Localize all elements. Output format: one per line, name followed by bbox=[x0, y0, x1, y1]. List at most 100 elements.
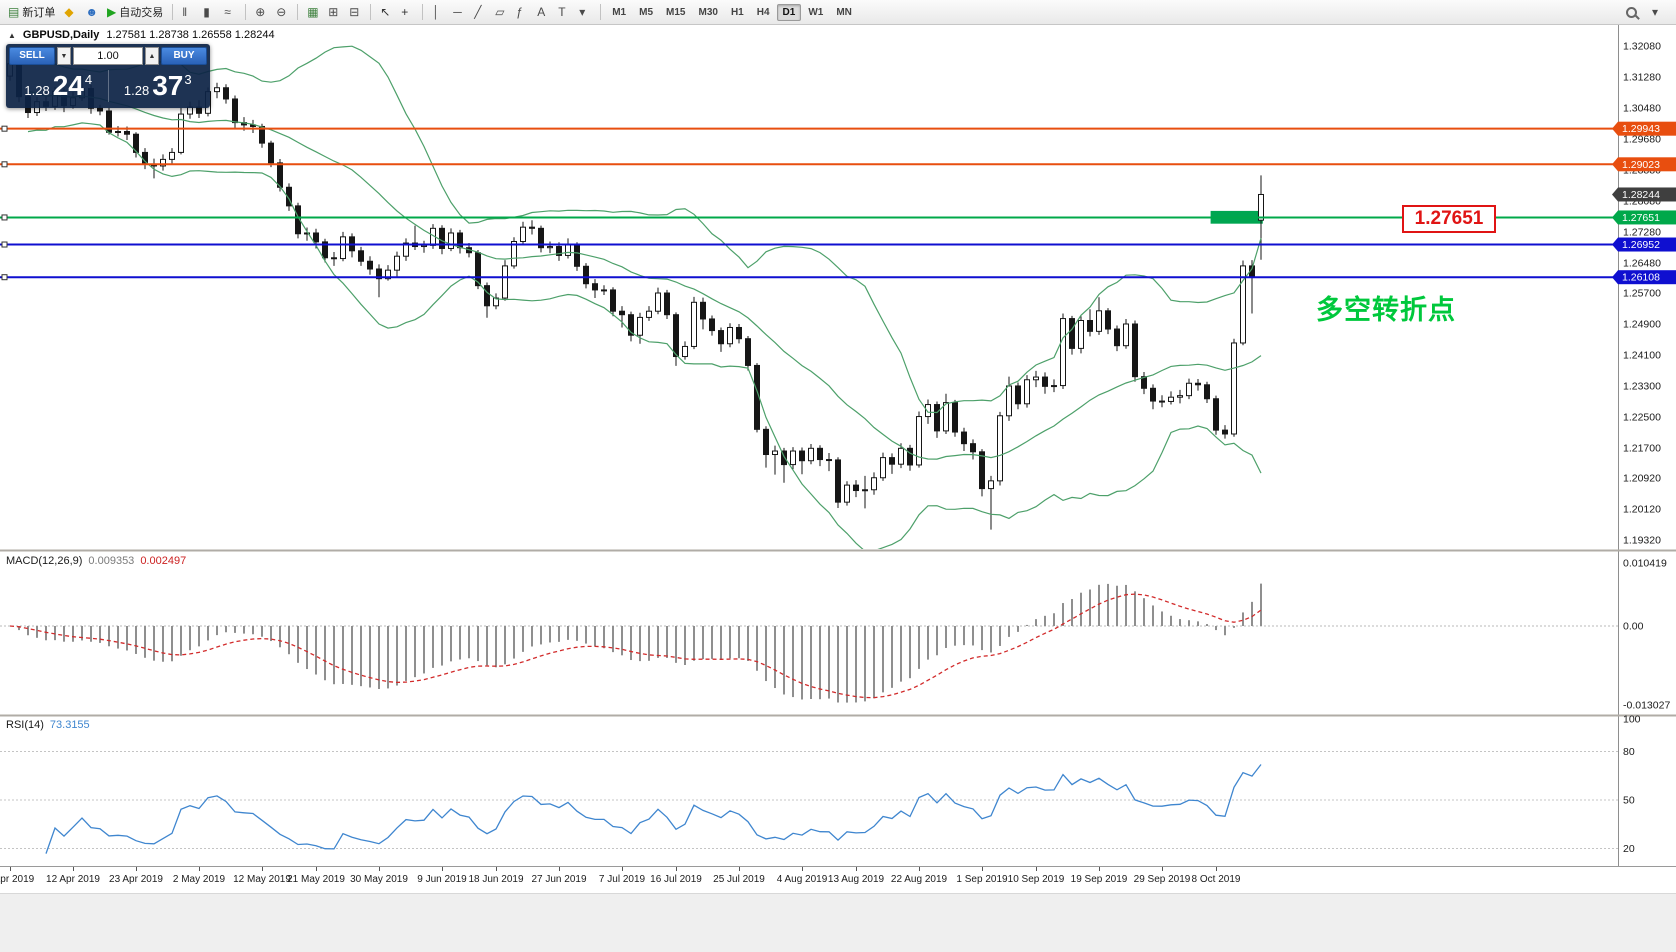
price-scale-label: 1.32080 bbox=[1623, 40, 1661, 52]
line-handle[interactable] bbox=[1, 274, 8, 281]
macd-signal-line bbox=[9, 593, 1262, 699]
shapes-dropdown-button[interactable]: ▾ bbox=[575, 2, 595, 22]
channel-button[interactable]: ▱ bbox=[491, 2, 511, 22]
timeframe-H1[interactable]: H1 bbox=[730, 6, 744, 18]
time-tick bbox=[136, 867, 137, 871]
timeframe-H4[interactable]: H4 bbox=[756, 6, 770, 18]
volume-decrease-button[interactable]: ▼ bbox=[57, 47, 71, 65]
line-handle[interactable] bbox=[1, 161, 8, 168]
turning-point-annotation[interactable]: 多空转折点 bbox=[1316, 295, 1456, 325]
timeframe-M1[interactable]: M1 bbox=[612, 6, 627, 18]
search-button[interactable] bbox=[1622, 2, 1642, 22]
date-label: 29 Sep 2019 bbox=[1133, 874, 1191, 885]
macd-label: MACD(12,26,9) bbox=[6, 555, 83, 567]
price-scale-label: 1.30480 bbox=[1623, 102, 1661, 114]
trendline-button[interactable]: ╱ bbox=[470, 2, 490, 22]
time-tick bbox=[496, 867, 497, 871]
bar-chart-type-button[interactable]: ‖ bbox=[178, 2, 198, 22]
chart-canvas[interactable]: 1.320801.312801.304801.296801.288801.280… bbox=[0, 25, 1676, 866]
new-chart-button-icon: ⊟ bbox=[349, 5, 360, 19]
time-tick bbox=[379, 867, 380, 871]
price-scale-label: 1.21700 bbox=[1623, 442, 1661, 454]
more-tools-button-icon: ▾ bbox=[1652, 5, 1659, 19]
sell-button[interactable]: SELL bbox=[9, 47, 55, 65]
date-label: 4 Aug 2019 bbox=[776, 874, 828, 885]
bar-chart-type-button-icon: ‖ bbox=[182, 5, 188, 19]
more-tools-button[interactable]: ▾ bbox=[1648, 2, 1668, 22]
rsi-scale-label: 50 bbox=[1623, 795, 1635, 807]
fibonacci-button[interactable]: ƒ bbox=[512, 2, 532, 22]
date-label: 2 May 2019 bbox=[172, 874, 226, 885]
toolbar-separator bbox=[245, 4, 247, 20]
chart-title: ▲ GBPUSD,Daily 1.27581 1.28738 1.26558 1… bbox=[8, 29, 275, 41]
buy-price-sup: 3 bbox=[184, 72, 192, 87]
svg-text:1.27651: 1.27651 bbox=[1622, 212, 1660, 224]
auto-trading-button[interactable]: ▶ 自动交易 bbox=[103, 2, 167, 22]
zoom-in-button[interactable]: ⊕ bbox=[251, 2, 271, 22]
date-label: 25 Jul 2019 bbox=[713, 874, 765, 885]
bollinger-lower bbox=[27, 122, 1262, 549]
profiles-button-icon: ☻ bbox=[85, 5, 98, 19]
candlestick-type-button[interactable]: ▮ bbox=[199, 2, 219, 22]
rsi-scale-label: 100 bbox=[1623, 714, 1641, 726]
metaeditor-button[interactable]: ◆ bbox=[60, 2, 80, 22]
line-handle[interactable] bbox=[1, 214, 8, 221]
timeframe-M5[interactable]: M5 bbox=[639, 6, 654, 18]
svg-text:1.26108: 1.26108 bbox=[1622, 272, 1660, 284]
price-scale-label: 1.20120 bbox=[1623, 504, 1661, 516]
time-tick bbox=[802, 867, 803, 871]
cursor-button[interactable]: ↖ bbox=[376, 2, 396, 22]
vertical-line-button[interactable]: │ bbox=[428, 2, 448, 22]
price-scale-label: 1.29680 bbox=[1623, 133, 1661, 145]
time-tick bbox=[10, 867, 11, 871]
time-tick bbox=[982, 867, 983, 871]
tile-windows-button[interactable]: ⊞ bbox=[324, 2, 344, 22]
collapse-trade-panel-icon[interactable]: ▲ bbox=[8, 30, 16, 40]
price-scale-label: 1.20920 bbox=[1623, 473, 1661, 485]
buy-button[interactable]: BUY bbox=[161, 47, 207, 65]
price-scale-label: 1.24900 bbox=[1623, 318, 1661, 330]
volume-increase-button[interactable]: ▲ bbox=[145, 47, 159, 65]
time-tick bbox=[199, 867, 200, 871]
timeframe-MN[interactable]: MN bbox=[836, 6, 852, 18]
vertical-line-button-icon: │ bbox=[432, 5, 440, 19]
new-order-button[interactable]: ▤ 新订单 bbox=[4, 2, 59, 22]
volume-input[interactable]: 1.00 bbox=[73, 47, 143, 65]
time-axis[interactable]: 3 Apr 2019 12 Apr 2019 23 Apr 2019 2 May 20… bbox=[0, 866, 1676, 893]
sell-price-button[interactable]: 1.28 24 4 bbox=[9, 67, 108, 105]
line-handle[interactable] bbox=[1, 241, 8, 248]
line-handle[interactable] bbox=[1, 125, 8, 132]
timeframe-W1[interactable]: W1 bbox=[808, 6, 824, 18]
price-callout-box[interactable]: 1.27651 bbox=[1402, 205, 1496, 233]
timeframe-M15[interactable]: M15 bbox=[666, 6, 686, 18]
time-tick bbox=[262, 867, 263, 871]
horizontal-line-button-icon: ─ bbox=[453, 5, 462, 19]
profiles-button[interactable]: ☻ bbox=[81, 2, 102, 22]
indicators-button-icon: ▦ bbox=[307, 5, 319, 19]
price-scale-label: 1.19320 bbox=[1623, 535, 1661, 547]
line-chart-type-button[interactable]: ≈ bbox=[220, 2, 240, 22]
buy-price-button[interactable]: 1.28 37 3 bbox=[109, 67, 208, 105]
horizontal-line-button[interactable]: ─ bbox=[449, 2, 469, 22]
line-chart-type-button-icon: ≈ bbox=[224, 5, 231, 19]
price-divider bbox=[107, 70, 109, 102]
time-tick bbox=[1216, 867, 1217, 871]
macd-indicator-header: MACD(12,26,9) 0.009353 0.002497 bbox=[6, 555, 186, 567]
new-chart-button[interactable]: ⊟ bbox=[345, 2, 365, 22]
zoom-in-button-icon: ⊕ bbox=[255, 5, 266, 19]
label-tool-button[interactable]: T bbox=[554, 2, 574, 22]
date-label: 22 Aug 2019 bbox=[890, 874, 948, 885]
toolbar-separator bbox=[422, 4, 424, 20]
rsi-scale-label: 20 bbox=[1623, 843, 1635, 855]
channel-button-icon: ▱ bbox=[495, 5, 505, 19]
timeframe-M30[interactable]: M30 bbox=[698, 6, 718, 18]
time-tick bbox=[73, 867, 74, 871]
zoom-out-button-icon: ⊖ bbox=[276, 5, 287, 19]
bollinger-upper bbox=[27, 45, 1262, 414]
crosshair-button[interactable]: + bbox=[397, 2, 417, 22]
timeframe-D1[interactable]: D1 bbox=[776, 3, 802, 21]
text-tool-button[interactable]: A bbox=[533, 2, 553, 22]
zoom-out-button[interactable]: ⊖ bbox=[272, 2, 292, 22]
indicators-button[interactable]: ▦ bbox=[303, 2, 323, 22]
date-label: 23 Apr 2019 bbox=[109, 874, 163, 885]
